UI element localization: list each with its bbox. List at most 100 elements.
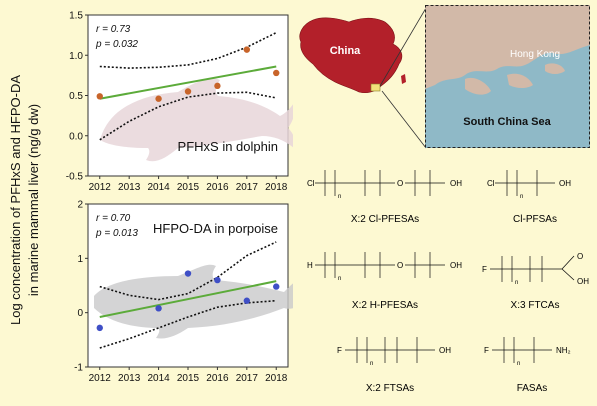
china-map: China (299, 17, 406, 94)
data-point (273, 283, 280, 290)
structure-left-atom: H (307, 261, 313, 270)
x-tick-label: 2018 (265, 373, 288, 384)
structure-left-atom: Cl (487, 179, 495, 188)
structure-subscript: n (370, 361, 373, 367)
data-point (155, 95, 162, 102)
x-ticks: 2012 2013 2014 2015 2016 2017 2018 (89, 367, 288, 384)
data-point (243, 46, 251, 53)
ci-lower-line (99, 91, 277, 141)
fit-line (99, 280, 277, 318)
data-point (184, 270, 192, 277)
y-tick-label: 0.5 (69, 91, 83, 102)
structure-subscript: n (338, 194, 341, 200)
structure-subscript: n (517, 361, 520, 367)
porpoise-illustration (94, 264, 293, 339)
dolphin-illustration (100, 78, 293, 162)
hk-region-marker (370, 83, 381, 92)
chart-pfhxs-dolphin: -0.50.00.51.01.5 2012 2013 2014 2015 2016 201… (66, 11, 293, 193)
y-tick-label: -1 (74, 363, 83, 374)
fit-line (99, 65, 277, 100)
structure-right-atom: OH (450, 179, 462, 188)
data-point (96, 324, 103, 332)
stat-p: p = 0.032 (95, 39, 138, 50)
structure-subscript: n (338, 276, 341, 282)
data-point (214, 276, 221, 284)
y-axis-label-line1: Log concentration of PFHxS and HFPO-DA (8, 75, 23, 325)
x-tick-label: 2014 (147, 373, 170, 384)
structure-left-atom: F (337, 346, 342, 355)
regression-line (99, 280, 277, 318)
x-tick-label: 2017 (236, 182, 259, 193)
structure-right-atom: OH (439, 346, 451, 355)
structure-name: Cl-PFSAs (513, 214, 557, 225)
y-axis-label: Log concentration of PFHxS and HFPO-DA i… (8, 75, 41, 325)
y-tick-label: 0.0 (69, 131, 83, 142)
regression-line (99, 65, 277, 100)
data-point (96, 93, 103, 100)
china-shape (299, 17, 403, 94)
x-tick-label: 2013 (118, 373, 141, 384)
x-tick-label: 2017 (236, 373, 259, 384)
structure-name: X:2 FTSAs (366, 383, 414, 394)
x-tick-label: 2015 (177, 373, 200, 384)
chart-hfpo-da-porpoise: -1 0 1 2 2012 2013 2014 2015 2016 2017 2018 r = 0… (74, 200, 293, 384)
x-tick-label: 2018 (265, 182, 288, 193)
x-ticks: 2012 2013 2014 2015 2016 2017 2018 (89, 176, 288, 193)
map-connector (379, 8, 427, 149)
structure-name: FASAs (517, 383, 548, 394)
structure-right-atom: OH (450, 261, 462, 270)
structure-right-atom: OH (577, 277, 589, 286)
svg-text:O: O (577, 252, 583, 261)
structure-x2-h-pfesas: H O OH n X:2 H-PFESAs (307, 252, 462, 310)
inset-map: Hong Kong South China Sea (425, 5, 590, 148)
data-points (96, 270, 280, 332)
stat-p: p = 0.013 (95, 228, 138, 239)
hk-label: Hong Kong (510, 49, 560, 60)
structure-fasas: F NH₂ n FASAs (484, 337, 571, 394)
x-tick-label: 2013 (118, 182, 141, 193)
x-tick-label: 2016 (206, 182, 229, 193)
data-point (184, 88, 192, 95)
structure-left-atom: Cl (307, 179, 315, 188)
data-point (273, 69, 280, 77)
data-points (96, 46, 280, 102)
x-tick-label: 2014 (147, 182, 170, 193)
taiwan-shape (401, 74, 406, 84)
data-point (214, 82, 221, 90)
y-tick-label: 1 (77, 254, 83, 265)
svg-text:O: O (397, 179, 403, 188)
china-label: China (330, 45, 361, 57)
x-tick-label: 2012 (89, 373, 112, 384)
map-frame (425, 5, 590, 148)
y-tick-label: 1.5 (69, 11, 83, 22)
structure-x3-ftcas: F O OH n X:3 FTCAs (482, 252, 589, 310)
x-tick-label: 2015 (177, 182, 200, 193)
ci-lower-line (99, 299, 277, 349)
structure-left-atom: F (484, 346, 489, 355)
y-tick-label: 2 (77, 200, 83, 211)
y-ticks: -1 0 1 2 (74, 200, 88, 374)
stat-r: r = 0.73 (96, 24, 131, 35)
chemical-structures: Cl O OH n X:2 Cl-PFESAs Cl OH n Cl-PFSAs… (300, 150, 595, 400)
confidence-band (99, 241, 277, 349)
structure-cl-pfsas: Cl OH n Cl-PFSAs (487, 170, 571, 225)
structure-name: X:2 H-PFESAs (352, 300, 418, 310)
structure-x2-ftsas: F OH n X:2 FTSAs (337, 337, 451, 394)
y-axis-label-line2: in marine mammal liver (ng/g dw) (26, 104, 41, 296)
land-islands (465, 63, 565, 95)
structure-right-atom: OH (559, 179, 571, 188)
chart-title: PFHxS in dolphin (178, 139, 278, 154)
data-point (155, 305, 162, 312)
structure-x2-cl-pfesas: Cl O OH n X:2 Cl-PFESAs (307, 170, 462, 225)
structure-name: X:3 FTCAs (511, 300, 560, 310)
structure-subscript: n (515, 280, 518, 286)
structure-subscript: n (520, 194, 523, 200)
x-tick-label: 2012 (89, 182, 112, 193)
stat-r: r = 0.70 (96, 213, 131, 224)
structure-right-atom: NH₂ (556, 346, 571, 355)
chart-title: HFPO-DA in porpoise (153, 221, 278, 236)
sea-label: South China Sea (463, 116, 551, 128)
structure-name: X:2 Cl-PFESAs (351, 214, 419, 225)
x-tick-label: 2016 (206, 373, 229, 384)
